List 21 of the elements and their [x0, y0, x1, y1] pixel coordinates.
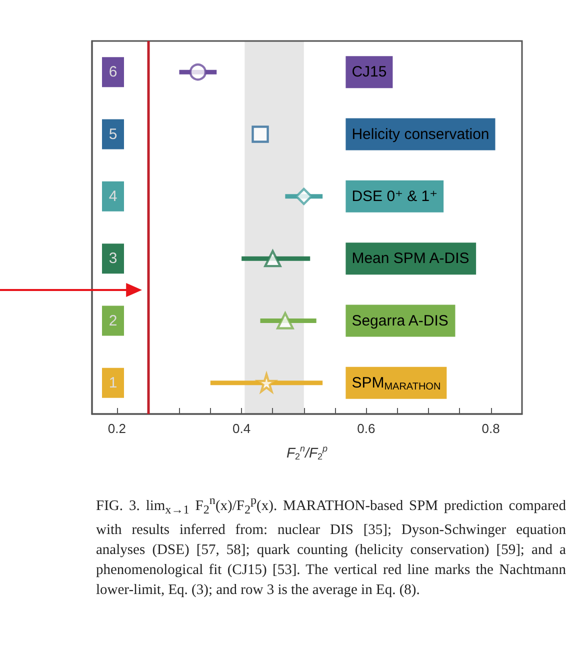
y-tick-label: 2: [108, 312, 118, 330]
point: [252, 126, 269, 143]
y-tick-label: 5: [108, 126, 118, 143]
point: [189, 63, 207, 81]
text: Helicity conservation: [352, 126, 490, 143]
text: FIG. 3. lim$_{x→1}$ F$_{2}$$^{n}$(x)/F$_{2}$$^{p}$(x). MARATHON-based SPM prediction compared with results inferred from: nuclear DIS [35]; Dyson-Schwinger equation analyses (DSE) [57, 58]; quark counting (helicity conservation) [59]; and a phenomenological fit (CJ15) [53]. The vertical red line marks the Nachtmann lower-limit, Eq. (3); and row 3 is the average in Eq. (8).: [96, 493, 566, 598]
x-tick-label: 0.2: [108, 421, 126, 436]
y-tick-label: 4: [108, 188, 118, 205]
text: CJ15: [352, 64, 387, 81]
y-tick-label: 3: [108, 250, 118, 268]
x-tick-label: 0.6: [357, 421, 376, 436]
x-tick-label: 0.8: [482, 421, 500, 436]
point: [276, 312, 294, 330]
text: DSE 0⁺ & 1⁺: [352, 188, 438, 205]
x-tick-label: 0.4: [232, 421, 251, 436]
text: Mean SPM A-DIS: [352, 250, 470, 268]
text: Segarra A-DIS: [352, 312, 448, 330]
y-tick-label: 6: [108, 64, 118, 81]
point: [264, 250, 282, 268]
point: [295, 188, 312, 206]
y-tick-label: 1: [108, 374, 118, 392]
